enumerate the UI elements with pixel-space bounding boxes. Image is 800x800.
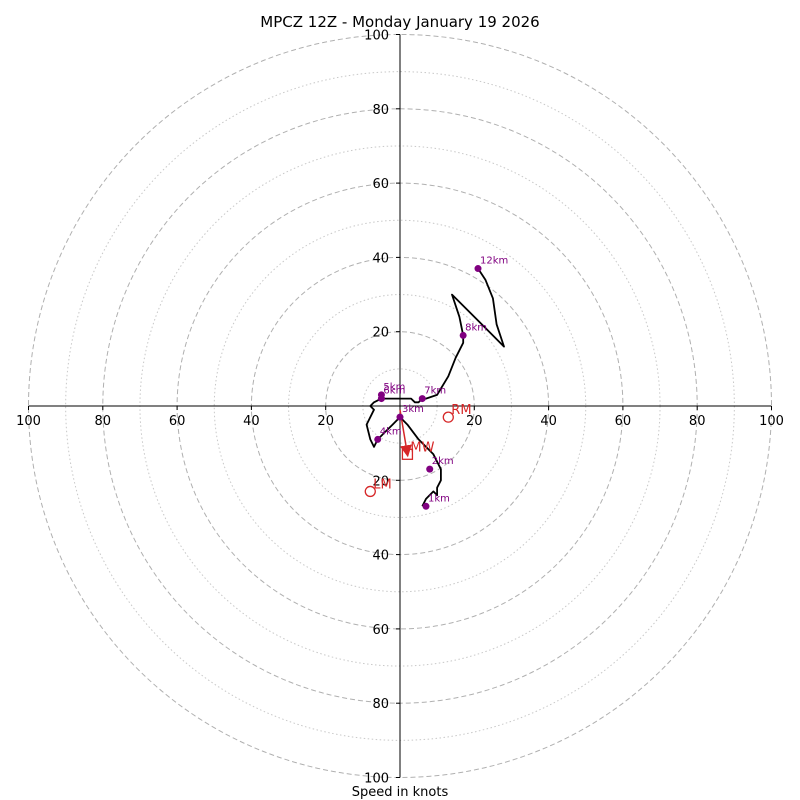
y-tick-label: 60 xyxy=(372,177,389,192)
y-tick-label: 80 xyxy=(372,697,389,712)
x-tick-label: 80 xyxy=(95,414,112,429)
x-tick-label: 60 xyxy=(615,414,632,429)
y-tick-label: 20 xyxy=(372,326,389,341)
height-label-12km: 12km xyxy=(480,256,508,267)
height-label-6km: 6km xyxy=(383,386,405,397)
height-label-7km: 7km xyxy=(424,386,446,397)
y-tick-label: 60 xyxy=(372,623,389,638)
height-label-8km: 8km xyxy=(465,322,487,333)
height-label-1km: 1km xyxy=(428,493,450,504)
storm-motion-label-RM: RM xyxy=(451,403,471,418)
height-marker-12km xyxy=(474,265,482,273)
x-tick-label: 100 xyxy=(16,414,41,429)
height-marker-1km xyxy=(422,502,430,510)
height-label-2km: 2km xyxy=(432,456,454,467)
height-marker-4km xyxy=(374,435,382,443)
y-tick-label: 100 xyxy=(364,772,389,787)
y-tick-label: 40 xyxy=(372,549,389,564)
x-tick-label: 80 xyxy=(689,414,706,429)
storm-motion-label-LM: LM xyxy=(373,477,391,492)
height-label-5km: 5km xyxy=(383,382,405,393)
x-tick-label: 40 xyxy=(243,414,260,429)
x-tick-label: 40 xyxy=(540,414,557,429)
height-marker-2km xyxy=(426,465,434,473)
y-tick-label: 40 xyxy=(372,251,389,266)
height-label-4km: 4km xyxy=(380,426,402,437)
x-tick-label: 100 xyxy=(759,414,784,429)
height-marker-8km xyxy=(459,331,467,339)
storm-motion-markers: RM LM MW xyxy=(364,403,472,498)
storm-motion-MW xyxy=(401,448,414,460)
height-marker-6km xyxy=(377,395,385,403)
axis-ticks: 100 80 60 40 20 20 40 60 80 100 100 80 60 40 20 20 40 60 8… xyxy=(16,29,784,787)
y-tick-label: 80 xyxy=(372,103,389,118)
storm-motion-RM xyxy=(442,411,454,423)
storm-motion-LM xyxy=(364,485,376,498)
y-tick-label: 20 xyxy=(372,474,389,489)
axes xyxy=(28,34,772,778)
x-tick-label: 60 xyxy=(169,414,186,429)
x-axis-label: Speed in knots xyxy=(352,785,449,800)
storm-motion-label-MW: MW xyxy=(410,440,434,455)
x-tick-label: 20 xyxy=(317,414,334,429)
height-marker-3km xyxy=(396,413,404,421)
chart-title: MPCZ 12Z - Monday January 19 2026 xyxy=(260,13,539,31)
x-tick-label: 20 xyxy=(466,414,483,429)
y-tick-label: 100 xyxy=(364,29,389,44)
height-marker-7km xyxy=(418,395,426,403)
height-label-3km: 3km xyxy=(402,404,424,415)
